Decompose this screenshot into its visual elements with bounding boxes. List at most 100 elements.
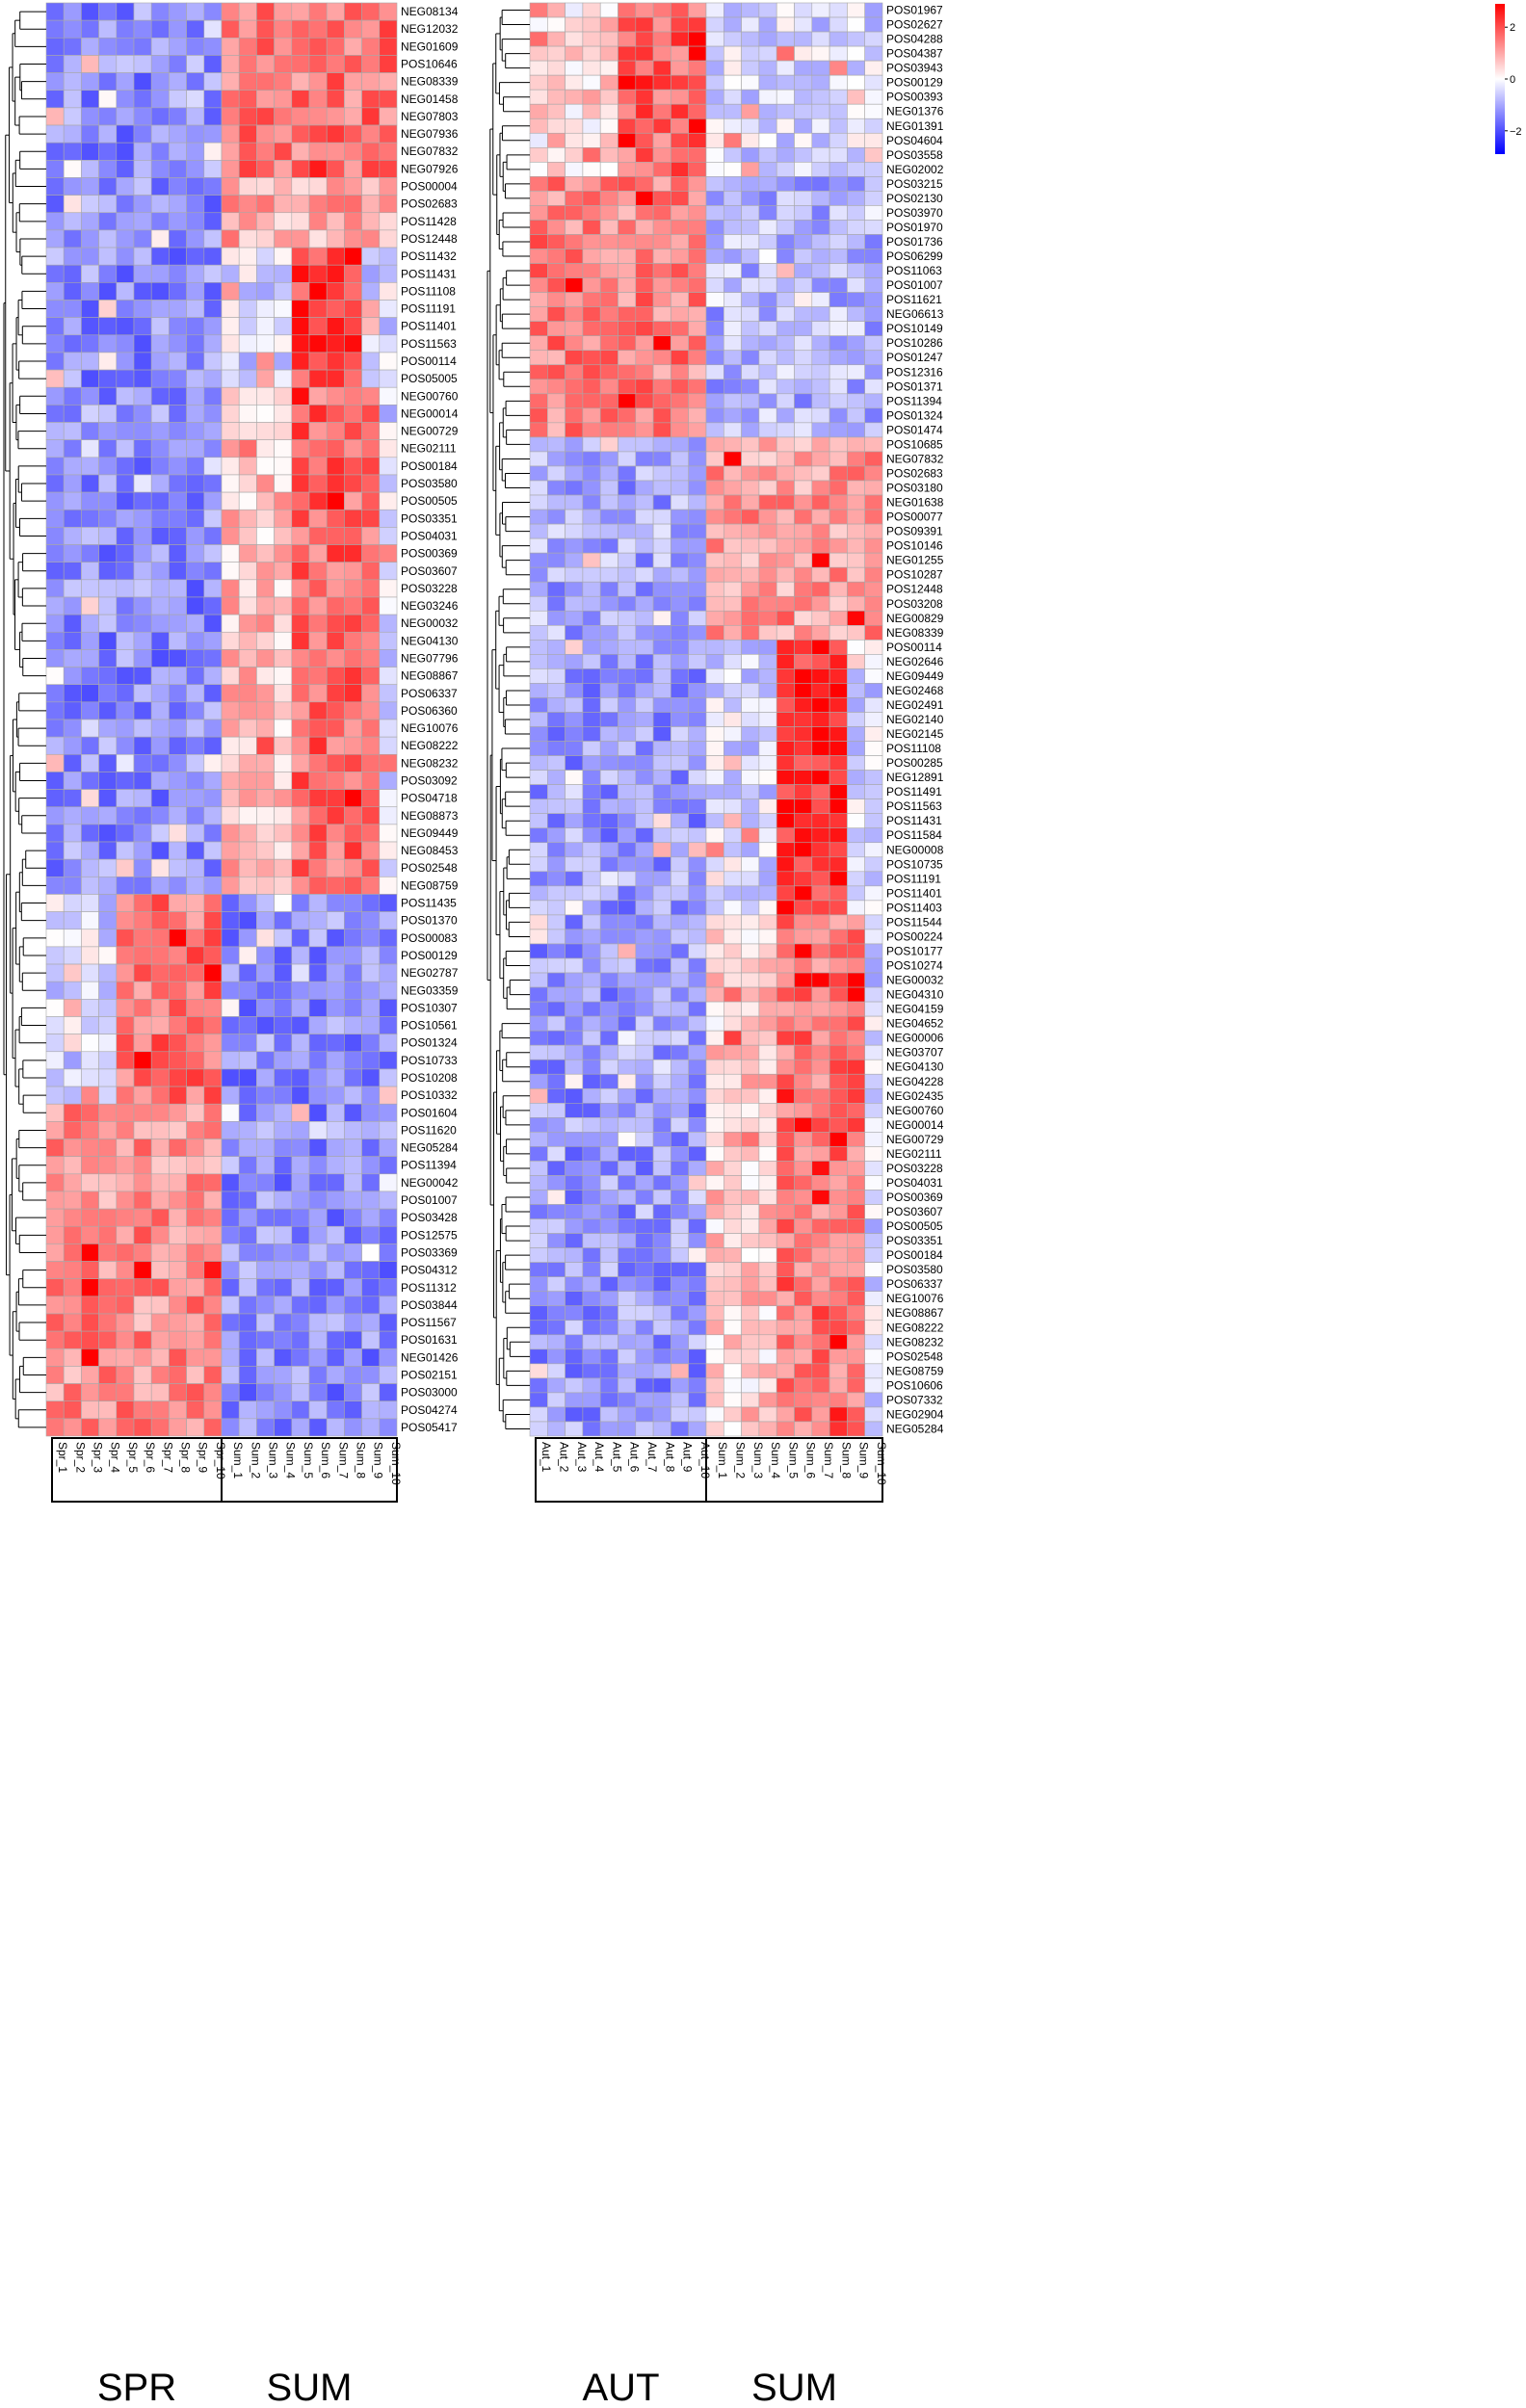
heatmap-cell: [847, 191, 866, 206]
heatmap-cell: [829, 1204, 848, 1219]
heatmap-cell: [741, 350, 760, 366]
heatmap-cell: [741, 1001, 760, 1017]
heatmap-cell: [529, 16, 548, 33]
heatmap-cell: [829, 1044, 848, 1060]
heatmap-cell: [794, 1334, 813, 1350]
heatmap-cell: [829, 220, 848, 235]
heatmap-cell: [274, 317, 293, 336]
heatmap-cell: [847, 1161, 866, 1176]
row-label: POS01604: [401, 1106, 458, 1119]
heatmap-cell: [81, 527, 99, 545]
heatmap-cell: [618, 1348, 637, 1365]
heatmap-cell: [688, 45, 707, 62]
heatmap-cell: [529, 1291, 548, 1307]
heatmap-cell: [98, 352, 118, 371]
heatmap-cell: [688, 972, 707, 988]
heatmap-cell: [221, 1400, 240, 1420]
heatmap-cell: [635, 581, 654, 597]
heatmap-cell: [582, 1175, 601, 1191]
heatmap-cell: [186, 1191, 205, 1210]
heatmap-cell: [133, 1366, 152, 1384]
heatmap-cell: [256, 422, 275, 440]
heatmap-cell: [565, 205, 584, 221]
heatmap-cell: [529, 74, 548, 91]
heatmap-cell: [546, 321, 566, 337]
row-label: NEG00760: [886, 1104, 944, 1117]
heatmap-cell: [652, 856, 671, 873]
heatmap-cell: [688, 1044, 707, 1060]
heatmap-cell: [169, 405, 187, 423]
heatmap-cell: [116, 1383, 135, 1402]
heatmap-cell: [794, 1363, 813, 1379]
heatmap-cell: [811, 683, 830, 698]
heatmap-cell: [326, 1208, 345, 1227]
heatmap-cell: [758, 1087, 777, 1104]
heatmap-cell: [238, 1348, 257, 1367]
heatmap-cell: [308, 894, 328, 912]
heatmap-cell: [256, 90, 275, 109]
heatmap-cell: [864, 640, 883, 655]
heatmap-cell: [63, 1313, 82, 1332]
heatmap-cell: [133, 1103, 152, 1122]
heatmap-cell: [203, 562, 223, 581]
row-label: POS09391: [886, 525, 943, 538]
heatmap-cell: [308, 1191, 328, 1210]
heatmap-cell: [864, 972, 883, 988]
heatmap-cell: [652, 350, 671, 366]
heatmap-cell: [811, 871, 830, 887]
heatmap-cell: [63, 719, 82, 738]
heatmap-cell: [599, 1059, 618, 1075]
heatmap-cell: [864, 871, 883, 887]
heatmap-cell: [741, 842, 760, 858]
heatmap-cell: [81, 649, 99, 667]
heatmap-cell: [116, 177, 135, 196]
heatmap-cell: [635, 770, 654, 785]
heatmap-cell: [81, 1278, 99, 1297]
heatmap-cell: [308, 1156, 328, 1175]
heatmap-cell: [133, 229, 152, 249]
heatmap-cell: [758, 509, 777, 525]
heatmap-cell: [599, 494, 618, 510]
heatmap-cell: [116, 19, 135, 39]
heatmap-cell: [652, 162, 671, 177]
heatmap-cell: [81, 1261, 99, 1279]
heatmap-cell: [221, 474, 240, 493]
heatmap-cell: [847, 668, 866, 684]
heatmap-cell: [741, 683, 760, 698]
heatmap-cell: [308, 824, 328, 843]
heatmap-cell: [776, 784, 795, 799]
heatmap-cell: [546, 494, 566, 510]
heatmap-cell: [291, 684, 310, 703]
heatmap-cell: [45, 474, 65, 493]
heatmap-cell: [811, 741, 830, 756]
heatmap-cell: [186, 334, 205, 353]
heatmap-cell: [546, 1161, 566, 1176]
heatmap-cell: [45, 369, 65, 388]
heatmap-cell: [291, 1400, 310, 1420]
heatmap-cell: [203, 37, 223, 56]
heatmap-cell: [864, 60, 883, 76]
heatmap-cell: [688, 1073, 707, 1089]
heatmap-cell: [361, 1191, 381, 1210]
heatmap-cell: [705, 350, 724, 366]
heatmap-cell: [379, 1121, 398, 1139]
heatmap-cell: [723, 741, 742, 756]
heatmap-cell: [274, 1418, 293, 1437]
heatmap-cell: [618, 277, 637, 293]
heatmap-cell: [63, 107, 82, 126]
heatmap-cell: [758, 668, 777, 684]
heatmap-cell: [344, 334, 362, 353]
heatmap-cell: [758, 813, 777, 829]
heatmap-cell: [705, 1291, 724, 1307]
heatmap-cell: [361, 19, 381, 39]
heatmap-cell: [379, 334, 398, 353]
heatmap-cell: [776, 422, 795, 438]
heatmap-cell: [81, 72, 99, 92]
heatmap-cell: [98, 19, 118, 39]
heatmap-cell: [221, 719, 240, 738]
heatmap-cell: [256, 596, 275, 615]
heatmap-cell: [326, 544, 345, 563]
heatmap-cell: [45, 386, 65, 406]
heatmap-cell: [186, 789, 205, 808]
heatmap-cell: [688, 74, 707, 91]
